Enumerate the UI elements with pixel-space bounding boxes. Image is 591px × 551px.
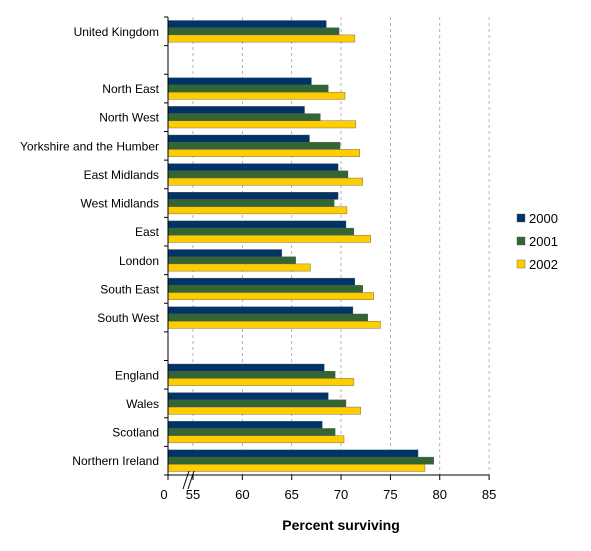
bar-2002 xyxy=(167,235,371,243)
bar-2000 xyxy=(167,392,329,401)
category-label: South West xyxy=(97,311,159,325)
bar-2001 xyxy=(167,285,363,293)
bar-2000 xyxy=(167,77,312,86)
bar-2002 xyxy=(167,292,374,300)
x-tick-label: 75 xyxy=(383,487,397,502)
bar-2000 xyxy=(167,220,347,229)
bar-2001 xyxy=(167,227,355,236)
bar-2000 xyxy=(167,106,305,114)
grid-layer xyxy=(192,17,490,475)
bar-2001 xyxy=(167,113,321,121)
legend: 2000 2001 2002 xyxy=(516,211,558,272)
bar-2002 xyxy=(167,406,361,415)
bar-2001 xyxy=(167,456,435,465)
bar-2002 xyxy=(167,149,361,157)
bar-2002 xyxy=(167,177,363,186)
category-label: United Kingdom xyxy=(74,25,159,39)
bars-layer xyxy=(167,20,435,472)
bar-2000 xyxy=(167,421,323,429)
bar-2000 xyxy=(167,449,419,458)
bar-2000 xyxy=(167,163,339,172)
x-tick-label: 65 xyxy=(284,487,298,502)
bar-2000 xyxy=(167,277,356,286)
bar-2001 xyxy=(167,142,341,150)
category-label: Wales xyxy=(126,397,159,411)
bar-2000 xyxy=(167,306,354,315)
category-label: Northern Ireland xyxy=(72,454,159,468)
labels-layer: United Kingdom North East North West Yorksh… xyxy=(20,25,160,468)
bar-2002 xyxy=(167,464,426,472)
bar-2000 xyxy=(167,249,283,257)
category-label: Scotland xyxy=(112,426,159,440)
axis-break-mark xyxy=(187,470,195,490)
legend-label: 2002 xyxy=(529,257,558,272)
x-tick-label: 80 xyxy=(433,487,447,502)
x-axis-title: Percent surviving xyxy=(282,517,400,533)
bar-2001 xyxy=(167,256,296,265)
legend-label: 2001 xyxy=(529,234,558,249)
bar-2001 xyxy=(167,199,335,207)
bar-2001 xyxy=(167,27,340,36)
bar-2002 xyxy=(167,120,357,129)
category-label: South East xyxy=(100,282,159,296)
category-label: Yorkshire and the Humber xyxy=(20,139,159,153)
x-tick-label: 70 xyxy=(334,487,348,502)
bar-2001 xyxy=(167,428,336,436)
bar-2000 xyxy=(167,134,310,143)
category-label: East xyxy=(135,225,160,239)
bar-2000 xyxy=(167,20,327,28)
legend-swatch xyxy=(516,259,526,269)
bar-2001 xyxy=(167,371,336,379)
bar-2002 xyxy=(167,320,381,329)
x-tick-label: 0 xyxy=(160,487,167,502)
axis-layer: 0 55 60 65 70 75 80 85 xyxy=(160,16,496,502)
legend-swatch xyxy=(516,236,526,246)
category-label: North West xyxy=(99,111,159,125)
category-label: London xyxy=(119,254,159,268)
bar-2002 xyxy=(167,435,345,444)
bar-2001 xyxy=(167,399,347,408)
x-tick-label: 60 xyxy=(235,487,249,502)
bar-2001 xyxy=(167,84,329,93)
bar-2001 xyxy=(167,313,368,322)
bar-2000 xyxy=(167,192,339,200)
bar-2002 xyxy=(167,206,348,215)
bar-2000 xyxy=(167,363,325,372)
axis-break-mark xyxy=(182,470,190,490)
bar-2002 xyxy=(167,378,355,386)
category-label: West Midlands xyxy=(81,197,159,211)
bar-2001 xyxy=(167,170,349,179)
category-label: East Midlands xyxy=(84,168,159,182)
bar-2002 xyxy=(167,91,346,100)
legend-label: 2000 xyxy=(529,211,558,226)
bar-2002 xyxy=(167,34,356,43)
legend-swatch xyxy=(516,213,526,223)
bar-2002 xyxy=(167,263,311,272)
category-label: England xyxy=(115,368,159,382)
category-label: North East xyxy=(102,82,159,96)
x-tick-label: 85 xyxy=(482,487,496,502)
x-tick-label: 55 xyxy=(186,487,200,502)
